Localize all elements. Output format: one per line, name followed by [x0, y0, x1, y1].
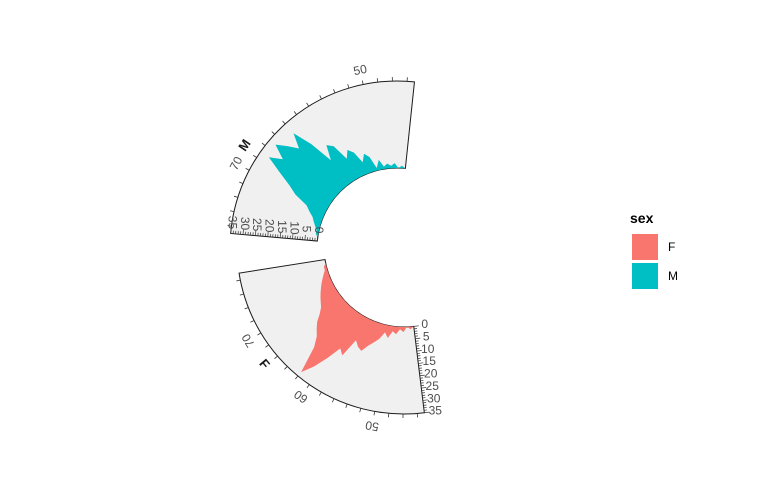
x-tick-mark: [347, 84, 350, 89]
y-tick-mark: [413, 325, 419, 327]
x-tick-mark: [373, 411, 376, 416]
y-tick-label: 5: [423, 330, 430, 344]
x-tick-mark: [331, 398, 335, 403]
x-tick-label: 60: [291, 387, 310, 406]
area-series-F: [301, 259, 414, 373]
y-tick-label: 15: [275, 220, 289, 234]
x-tick-label: 70: [227, 154, 246, 173]
x-tick-mark: [295, 375, 299, 380]
y-tick-mark: [419, 374, 425, 377]
y-tick-label: 20: [263, 219, 277, 233]
legend-entries: FM: [632, 234, 678, 289]
x-tick-label: 50: [352, 62, 368, 78]
x-tick-mark: [230, 210, 235, 213]
y-tick-label: 35: [429, 404, 443, 418]
x-tick-mark: [274, 355, 278, 359]
y-tick-label: 35: [225, 216, 239, 230]
y-tick-label: 0: [312, 227, 326, 234]
x-tick-mark: [345, 403, 348, 408]
y-tick-label: 30: [427, 391, 441, 405]
x-tick-mark: [284, 366, 288, 370]
y-tick-mark: [415, 337, 421, 340]
x-tick-mark: [306, 384, 310, 389]
y-tick-mark: [422, 399, 428, 401]
legend-label-F: F: [668, 240, 675, 254]
x-tick-label: 70: [239, 331, 258, 350]
x-tick-mark: [319, 95, 322, 100]
x-tick-mark: [282, 120, 286, 125]
y-tick-label: 30: [238, 217, 252, 231]
x-tick-mark: [239, 293, 244, 296]
x-tick-mark: [271, 131, 275, 135]
facet-strip-label: F: [256, 356, 273, 372]
legend-label-M: M: [668, 269, 678, 283]
y-tick-label: 20: [424, 367, 438, 381]
x-tick-mark: [319, 391, 322, 396]
facet-strip-label: M: [235, 136, 253, 153]
y-tick-label: 10: [287, 221, 301, 235]
x-tick-mark: [244, 307, 249, 310]
y-tick-mark: [418, 362, 424, 364]
x-tick-mark: [250, 320, 255, 323]
x-tick-mark: [236, 279, 241, 282]
y-tick-label: 15: [423, 354, 437, 368]
y-tick-mark: [424, 411, 430, 414]
x-tick-mark: [257, 332, 262, 336]
y-tick-mark: [421, 387, 427, 389]
y-tick-label: 25: [250, 218, 264, 232]
x-tick-mark: [253, 155, 257, 158]
legend: sex FM: [630, 210, 678, 289]
x-tick-mark: [227, 225, 232, 227]
x-tick-mark: [333, 89, 336, 94]
y-tick-label: 10: [421, 342, 435, 356]
y-tick-mark: [416, 350, 422, 352]
x-tick-mark: [265, 344, 269, 348]
y-tick-label: 5: [300, 226, 314, 233]
legend-key-M: [632, 263, 658, 289]
x-tick-mark: [239, 181, 244, 184]
x-tick-label: 50: [364, 418, 380, 434]
y-tick-label: 25: [426, 379, 440, 393]
x-tick-mark: [306, 102, 310, 107]
x-tick-mark: [359, 408, 362, 413]
x-tick-mark: [261, 142, 266, 146]
legend-key-F: [632, 234, 658, 260]
area-series-M: [268, 133, 406, 241]
x-tick-mark: [245, 168, 250, 171]
y-tick-label: 0: [421, 317, 428, 331]
x-tick-mark: [361, 80, 364, 85]
legend-title: sex: [630, 210, 654, 226]
x-tick-mark: [233, 195, 238, 198]
x-tick-mark: [293, 111, 297, 115]
